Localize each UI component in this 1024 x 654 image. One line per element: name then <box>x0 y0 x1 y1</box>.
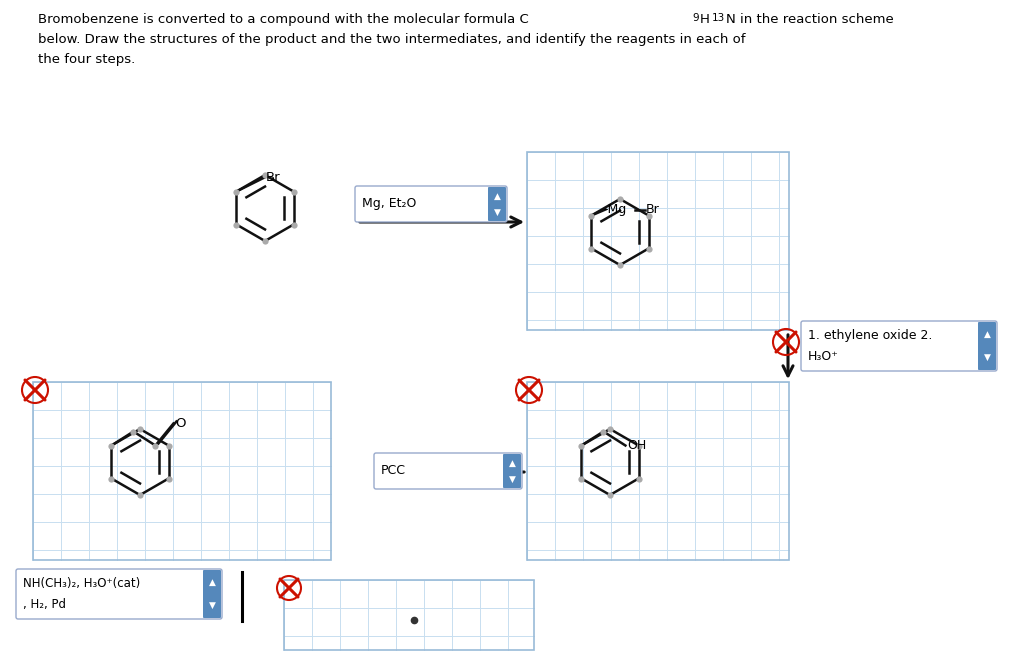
FancyBboxPatch shape <box>503 454 521 488</box>
Text: N in the reaction scheme: N in the reaction scheme <box>726 13 894 26</box>
Text: ▲: ▲ <box>984 330 990 339</box>
Text: ▲: ▲ <box>509 458 515 468</box>
Text: ▼: ▼ <box>494 207 501 216</box>
Bar <box>33 382 331 560</box>
Text: 9: 9 <box>692 13 698 23</box>
FancyBboxPatch shape <box>355 186 507 222</box>
Text: ▲: ▲ <box>494 192 501 201</box>
Text: Br: Br <box>265 171 280 184</box>
Text: OH: OH <box>628 439 647 452</box>
Text: ▲: ▲ <box>209 578 215 587</box>
FancyBboxPatch shape <box>16 569 222 619</box>
Text: PCC: PCC <box>381 464 406 477</box>
Bar <box>527 382 790 560</box>
Text: 13: 13 <box>712 13 725 23</box>
FancyBboxPatch shape <box>488 187 506 221</box>
Text: Mg, Et₂O: Mg, Et₂O <box>362 198 417 211</box>
Text: ▼: ▼ <box>984 353 990 362</box>
Text: the four steps.: the four steps. <box>38 53 135 66</box>
Text: Br: Br <box>645 203 659 216</box>
Text: 1. ethylene oxide 2.: 1. ethylene oxide 2. <box>808 330 933 343</box>
FancyBboxPatch shape <box>978 322 996 370</box>
Text: -Mg: -Mg <box>603 203 627 216</box>
Text: , H₂, Pd: , H₂, Pd <box>23 598 66 611</box>
FancyBboxPatch shape <box>374 453 522 489</box>
Bar <box>284 580 534 650</box>
Text: below. Draw the structures of the product and the two intermediates, and identif: below. Draw the structures of the produc… <box>38 33 745 46</box>
FancyBboxPatch shape <box>801 321 997 371</box>
Text: H₃O⁺: H₃O⁺ <box>808 350 839 362</box>
Text: Bromobenzene is converted to a compound with the molecular formula C: Bromobenzene is converted to a compound … <box>38 13 528 26</box>
FancyBboxPatch shape <box>203 570 221 618</box>
Text: NH(CH₃)₂, H₃O⁺(cat): NH(CH₃)₂, H₃O⁺(cat) <box>23 577 140 591</box>
Bar <box>527 152 790 330</box>
Text: O: O <box>175 417 186 430</box>
Text: H: H <box>700 13 710 26</box>
Text: ▼: ▼ <box>509 475 515 483</box>
Text: ▼: ▼ <box>209 601 215 610</box>
